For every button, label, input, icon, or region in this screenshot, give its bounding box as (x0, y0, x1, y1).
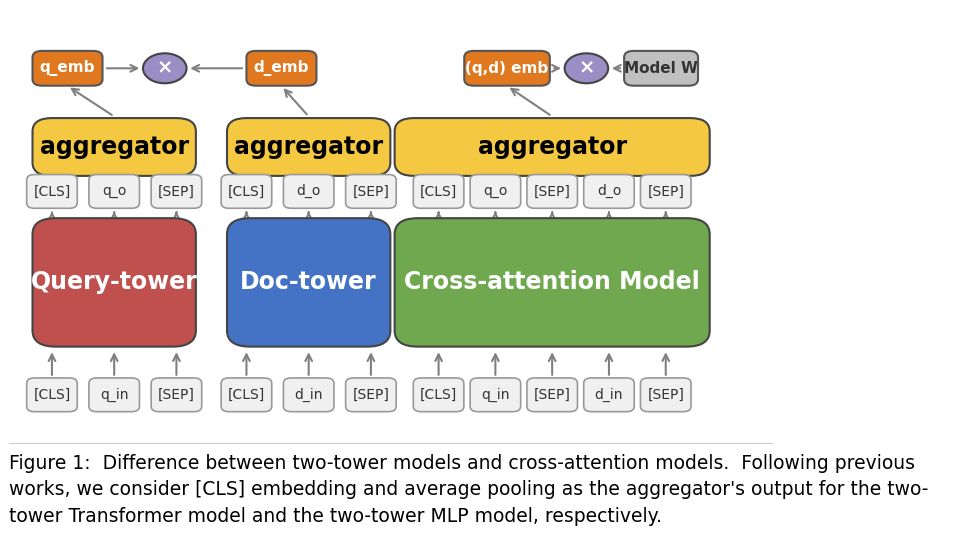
Text: q_in: q_in (100, 387, 129, 402)
Text: d_in: d_in (594, 387, 623, 402)
FancyBboxPatch shape (221, 174, 271, 208)
FancyBboxPatch shape (470, 378, 520, 411)
FancyBboxPatch shape (583, 378, 633, 411)
FancyBboxPatch shape (413, 174, 463, 208)
FancyBboxPatch shape (345, 174, 396, 208)
FancyBboxPatch shape (88, 174, 139, 208)
Text: d_o: d_o (596, 184, 621, 198)
FancyBboxPatch shape (470, 174, 520, 208)
FancyBboxPatch shape (283, 378, 333, 411)
FancyBboxPatch shape (88, 378, 139, 411)
FancyBboxPatch shape (624, 51, 698, 86)
Circle shape (143, 53, 186, 83)
Text: q_in: q_in (480, 387, 509, 402)
FancyBboxPatch shape (464, 51, 550, 86)
FancyBboxPatch shape (33, 51, 103, 86)
Text: [SEP]: [SEP] (158, 184, 195, 198)
Text: [SEP]: [SEP] (158, 388, 195, 402)
Text: q_o: q_o (102, 184, 126, 198)
Text: ×: × (157, 59, 173, 78)
FancyBboxPatch shape (640, 378, 690, 411)
FancyBboxPatch shape (227, 118, 390, 176)
Text: q_emb: q_emb (39, 60, 95, 76)
Text: d_o: d_o (296, 184, 321, 198)
Text: [CLS]: [CLS] (420, 184, 456, 198)
Text: [CLS]: [CLS] (228, 184, 265, 198)
Text: Doc-tower: Doc-tower (240, 270, 377, 294)
Text: [SEP]: [SEP] (533, 388, 570, 402)
FancyBboxPatch shape (27, 378, 77, 411)
Text: [SEP]: [SEP] (352, 388, 389, 402)
FancyBboxPatch shape (151, 174, 202, 208)
Text: [SEP]: [SEP] (352, 184, 389, 198)
FancyBboxPatch shape (394, 118, 709, 176)
FancyBboxPatch shape (527, 174, 577, 208)
FancyBboxPatch shape (283, 174, 333, 208)
Text: aggregator: aggregator (477, 135, 626, 159)
FancyBboxPatch shape (27, 174, 77, 208)
Text: (q,d) emb: (q,d) emb (465, 61, 548, 76)
FancyBboxPatch shape (227, 218, 390, 347)
Text: [CLS]: [CLS] (228, 388, 265, 402)
FancyBboxPatch shape (583, 174, 633, 208)
FancyBboxPatch shape (640, 174, 690, 208)
Text: [CLS]: [CLS] (420, 388, 456, 402)
Text: Cross-attention Model: Cross-attention Model (404, 270, 700, 294)
Text: [SEP]: [SEP] (533, 184, 570, 198)
FancyBboxPatch shape (33, 218, 196, 347)
FancyBboxPatch shape (527, 378, 577, 411)
Text: [SEP]: [SEP] (647, 184, 683, 198)
FancyBboxPatch shape (413, 378, 463, 411)
FancyBboxPatch shape (33, 118, 196, 176)
Text: ×: × (578, 59, 594, 78)
Text: Figure 1:  Difference between two-tower models and cross-attention models.  Foll: Figure 1: Difference between two-tower m… (10, 453, 927, 526)
FancyBboxPatch shape (221, 378, 271, 411)
Text: d_emb: d_emb (254, 60, 308, 76)
Text: [CLS]: [CLS] (34, 388, 70, 402)
Text: Query-tower: Query-tower (31, 270, 197, 294)
Text: Model W: Model W (624, 61, 698, 76)
FancyBboxPatch shape (246, 51, 316, 86)
FancyBboxPatch shape (345, 378, 396, 411)
FancyBboxPatch shape (151, 378, 202, 411)
Text: q_o: q_o (482, 184, 507, 198)
Text: [SEP]: [SEP] (647, 388, 683, 402)
FancyBboxPatch shape (394, 218, 709, 347)
Text: [CLS]: [CLS] (34, 184, 70, 198)
Text: aggregator: aggregator (39, 135, 188, 159)
Circle shape (564, 53, 607, 83)
Text: d_in: d_in (294, 387, 323, 402)
Text: aggregator: aggregator (234, 135, 382, 159)
